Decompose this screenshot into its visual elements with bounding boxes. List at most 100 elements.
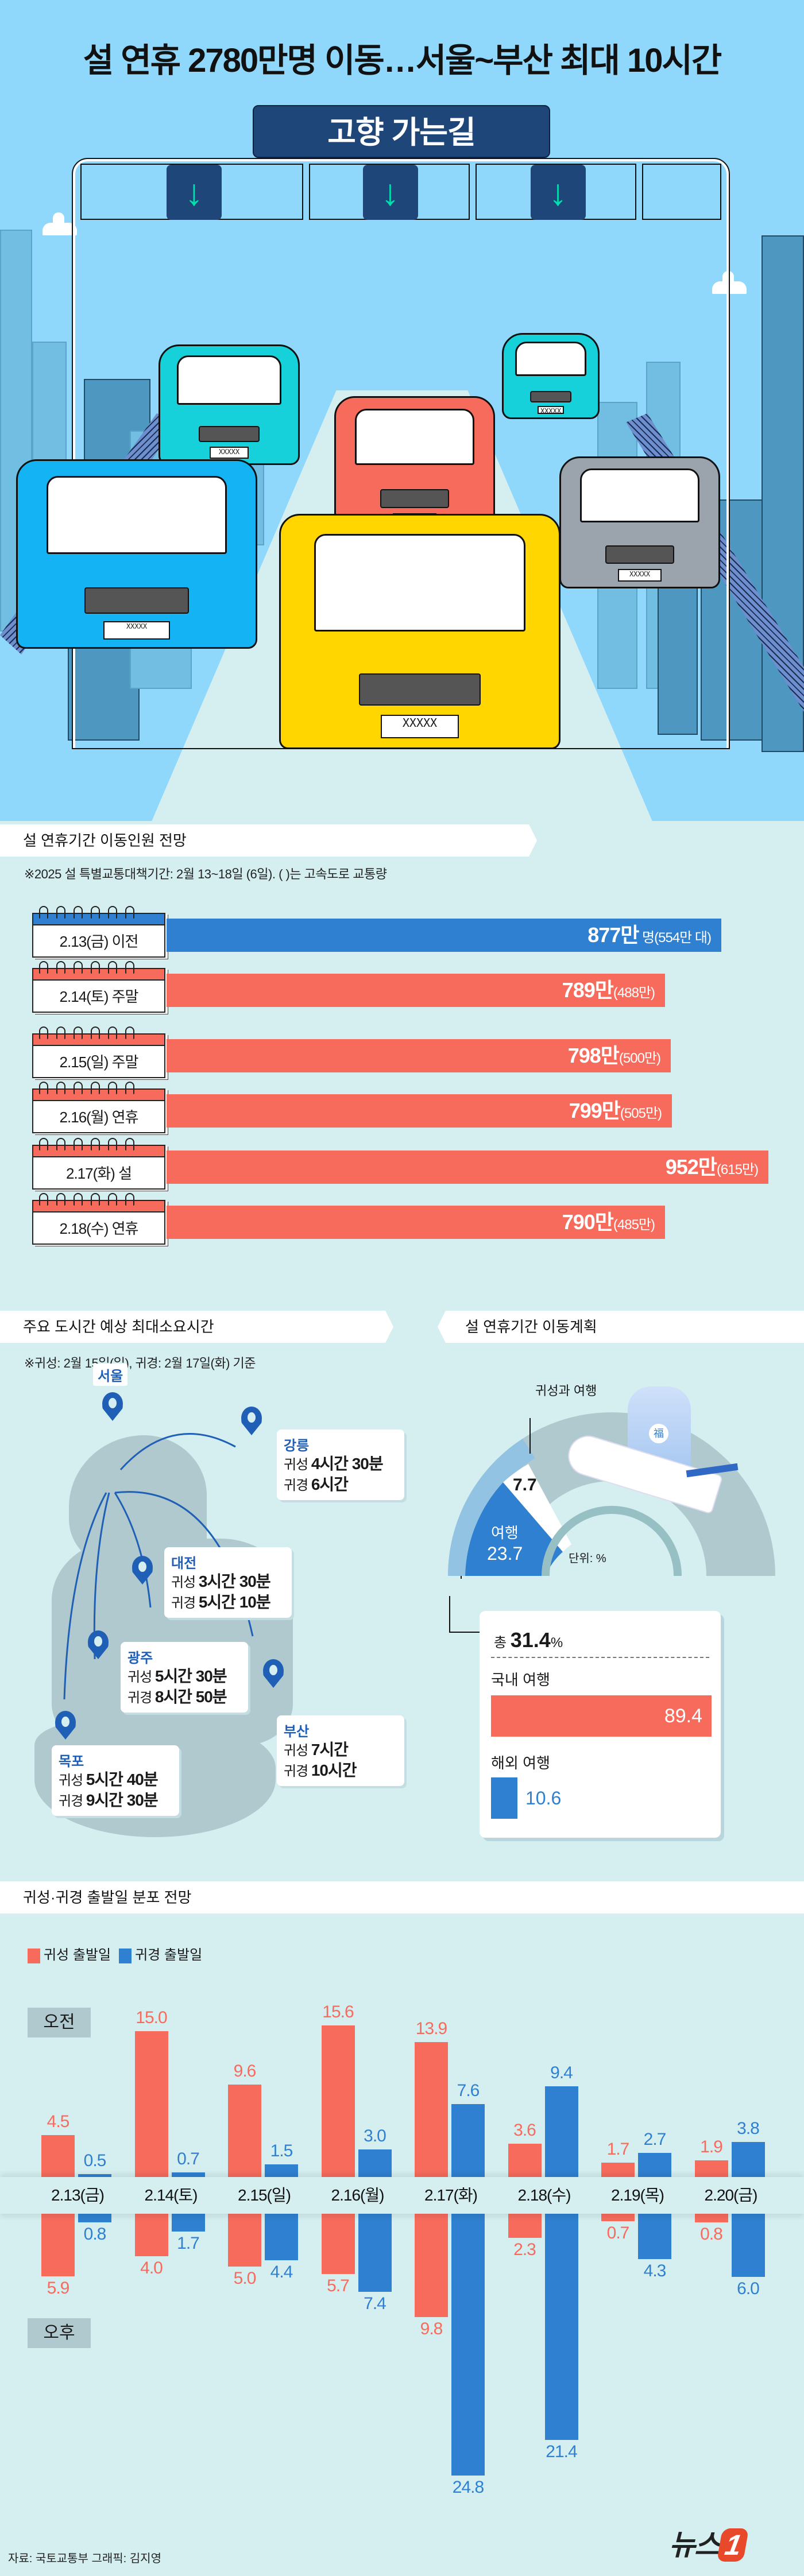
origin-label-seoul: 서울 [93,1363,128,1386]
back-time: 귀경 8시간 50분 [127,1688,227,1706]
city-name: 목포 [59,1754,84,1769]
car-yellow: XXXXX [279,514,561,749]
highway-sign: 고향 가는길 [253,105,550,158]
car-red: XXXXX [334,396,495,534]
bar-value-label: 9.8 [420,2319,443,2339]
chart-legend: 귀성 출발일 귀경 출발일 [28,1943,202,1963]
row-label: 2.15(일) 주말 [59,1053,139,1071]
calendar-icon: 2.14(토) 주말 [32,961,165,1013]
trip-breakdown-card: 총 31.4% 국내 여행 89.4 해외 여행 10.6 [480,1611,721,1838]
calendar-icon: 2.13(금) 이전 [32,906,165,958]
car-window [314,534,525,632]
bar: 952만(615만) [167,1151,768,1184]
bar-value-label: 0.7 [606,2223,630,2242]
go-time: 귀성 3시간 30분 [171,1572,271,1590]
bar-value: 789만(488만) [562,978,655,1002]
date-label: 2.19(목) [611,2186,664,2204]
chart-bar [544,2214,578,2440]
bar-value-label: 13.9 [415,2019,447,2038]
calendar-rings [39,961,134,974]
bar-value-label: 5.0 [233,2269,257,2288]
chart-bar [41,2214,75,2276]
gantry-panel: ↓ [475,164,636,220]
chart-bar [451,2214,485,2476]
domestic-bar: 89.4 [491,1695,712,1737]
legend-swatch-red [28,1948,40,1963]
chart-bar [451,2104,485,2179]
travel-value: 23.7 [487,1543,523,1564]
date-label: 2.18(수) [517,2186,571,2204]
city-box-gangneung: 강릉 귀성 4시간 30분 귀경 6시간 [277,1430,404,1500]
bar-value-label: 4.4 [270,2262,293,2281]
calendar-icon: 2.17(화) 설 [32,1138,165,1190]
divider [491,1657,709,1658]
bar-value-label: 4.5 [47,2112,70,2131]
car-grill [84,587,190,614]
bar-value: 798만(500만) [567,1044,661,1067]
go-time: 귀성 7시간 [284,1741,349,1758]
bar: 789만(488만) [167,974,665,1007]
car-window [579,468,700,522]
city-name: 대전 [171,1556,197,1571]
back-time: 귀경 6시간 [284,1475,349,1493]
callout-value: 7.7 [513,1475,537,1494]
back-time: 귀경 5시간 10분 [171,1593,271,1611]
city-name: 부산 [284,1724,310,1740]
chart-bar [508,2214,542,2238]
callout-label: 귀성과 여행 [535,1384,597,1398]
bar-value-label: 6.0 [737,2279,760,2299]
calendar-rings [39,1138,134,1151]
legend-item-return: 귀경 출발일 [119,1943,202,1963]
license-plate: XXXXX [617,568,662,582]
bar-value-label: 5.9 [47,2278,70,2298]
legend-item-homebound: 귀성 출발일 [28,1943,111,1963]
license-plate: XXXXX [103,621,170,640]
unit-label: 단위: % [569,1552,606,1565]
bar-value-label: 4.0 [140,2258,163,2277]
domestic-value: 89.4 [664,1705,702,1727]
chart-bar [321,2214,355,2274]
car-blue: XXXXX [16,459,257,649]
bar-value: 952만(615만) [665,1155,759,1179]
bar-value-label: 5.7 [327,2276,350,2295]
hero-illustration: 설 연휴 2780만명 이동…서울~부산 최대 10시간 ↓ ↓ ↓ 고향 가는… [0,0,804,821]
city-box-daejeon: 대전 귀성 3시간 30분 귀경 5시간 10분 [164,1547,292,1618]
date-label: 2.20(금) [704,2186,758,2204]
car-teal-small: XXXXX [502,333,600,419]
row-label: 2.17(화) 설 [66,1165,132,1182]
bar-value-label: 15.0 [136,2008,167,2027]
city-name: 강릉 [284,1438,310,1454]
car-grill [605,545,675,564]
car-window [515,341,587,376]
chart-bar [228,2084,261,2179]
section-note-travel-time: ※귀성: 2월 15일(일), 귀경: 2월 17일(화) 기준 [24,1356,256,1370]
section-note-passengers: ※2025 설 특별교통대책기간: 2월 13~18일 (6일). ( )는 고… [24,867,387,881]
bar: 799만(505만) [167,1094,672,1128]
license-plate: XXXXX [538,405,564,415]
overseas-label: 해외 여행 [491,1754,550,1772]
gantry-panel [641,164,721,220]
cloud-icon [42,212,77,235]
bar-value-label: 0.8 [700,2224,723,2244]
car-grill [358,673,481,706]
bar-value-label: 7.4 [364,2294,386,2314]
pm-label: 오후 [28,2318,91,2348]
license-plate: XXXXX [381,715,459,738]
bar-value-label: 1.7 [177,2234,200,2253]
bar-value-label: 0.7 [177,2149,200,2168]
chart-bar [694,2214,728,2222]
section-heading-departure: 귀성·귀경 출발일 분포 전망 [0,1881,804,1913]
bar: 790만(485만) [167,1206,665,1239]
chart-bar [171,2214,205,2232]
go-time: 귀성 4시간 30분 [284,1455,384,1473]
bar-value-label: 2.3 [513,2240,536,2260]
section-heading-travel-plan: 설 연휴기간 이동계획 [438,1311,804,1343]
am-label: 오전 [28,2008,91,2037]
chart-bar [601,2214,635,2221]
calendar-rings [39,1026,134,1039]
gantry-panel: ↓ [308,164,470,220]
bar-value-label: 3.0 [364,2126,386,2146]
calendar-icon: 2.16(월) 연휴 [32,1082,165,1133]
bar: 877만 명(554만 대) [167,919,721,952]
source-credit: 자료: 국토교통부 그래픽: 김지영 [8,2552,161,2565]
